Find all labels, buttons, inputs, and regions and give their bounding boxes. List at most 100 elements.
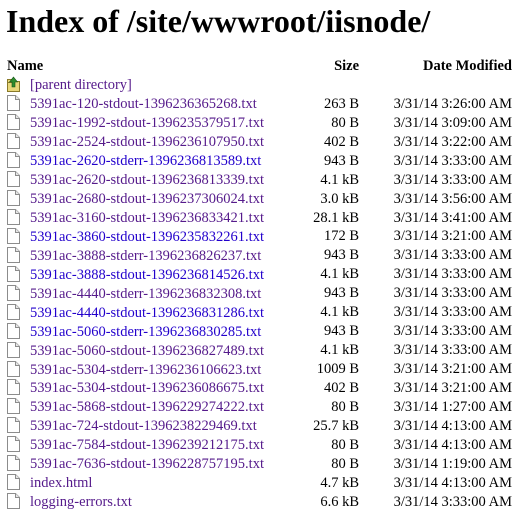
- file-icon: [7, 133, 20, 150]
- file-size-cell: 80 B: [331, 114, 360, 131]
- file-link[interactable]: 5391ac-2680-stdout-1396237306024.txt: [30, 191, 264, 208]
- file-icon: [7, 493, 20, 510]
- file-date-cell: 3/31/14 3:33:00 AM: [393, 342, 512, 359]
- file-icon: [7, 322, 20, 339]
- file-size-cell: 172 B: [324, 228, 360, 245]
- file-link[interactable]: 5391ac-120-stdout-1396236365268.txt: [30, 96, 257, 113]
- file-icon: [7, 474, 20, 491]
- file-size-cell: 80 B: [331, 455, 360, 472]
- file-size-cell: 943 B: [324, 152, 360, 169]
- file-name-cell: 5391ac-7636-stdout-1396228757195.txt: [5, 455, 264, 474]
- file-size-cell: 28.1 kB: [313, 209, 360, 226]
- file-link[interactable]: 5391ac-3860-stdout-1396235832261.txt: [30, 228, 264, 245]
- file-icon: [7, 246, 20, 263]
- file-name-cell: 5391ac-1992-stdout-1396235379517.txt: [5, 114, 264, 133]
- file-name-cell: 5391ac-5304-stderr-1396236106623.txt: [5, 360, 264, 379]
- file-name-cell: index.html: [5, 474, 264, 493]
- file-link[interactable]: 5391ac-3888-stderr-1396236826237.txt: [30, 247, 262, 264]
- file-date-cell: 3/31/14 3:21:00 AM: [393, 379, 512, 396]
- file-date-cell: 3/31/14 3:33:00 AM: [393, 171, 512, 188]
- file-size-cell: 25.7 kB: [313, 417, 360, 434]
- file-date-cell: 3/31/14 3:22:00 AM: [393, 133, 512, 150]
- file-icon: [7, 190, 20, 207]
- file-icon: [7, 114, 20, 131]
- file-date-cell: 3/31/14 3:21:00 AM: [393, 228, 512, 245]
- file-link[interactable]: 5391ac-1992-stdout-1396235379517.txt: [30, 115, 264, 132]
- file-date-cell: 3/31/14 3:33:00 AM: [393, 247, 512, 264]
- file-link[interactable]: 5391ac-5060-stdout-1396236827489.txt: [30, 342, 264, 359]
- file-date-cell: 3/31/14 4:13:00 AM: [393, 417, 512, 434]
- file-row: 5391ac-2620-stdout-1396236813339.txt 4.1 …: [5, 171, 512, 190]
- file-link[interactable]: 5391ac-4440-stdout-1396236831286.txt: [30, 304, 264, 321]
- file-row: 5391ac-5060-stderr-1396236830285.txt 943 …: [5, 322, 512, 341]
- file-row: 5391ac-4440-stdout-1396236831286.txt 4.1 …: [5, 303, 512, 322]
- file-date-cell: 3/31/14 3:33:00 AM: [393, 493, 512, 510]
- file-icon: [7, 95, 20, 112]
- parent-directory-row: [parent directory]: [5, 76, 512, 95]
- file-icon: [7, 209, 20, 226]
- file-link[interactable]: 5391ac-5304-stderr-1396236106623.txt: [30, 361, 262, 378]
- file-row: 5391ac-724-stdout-1396238229469.txt 25.7 …: [5, 417, 512, 436]
- column-header-date[interactable]: Date Modified: [423, 57, 512, 74]
- file-row: logging-errors.txt 6.6 kB 3/31/14 3:33:00 …: [5, 493, 512, 512]
- column-header-size[interactable]: Size: [334, 57, 360, 74]
- file-link[interactable]: index.html: [30, 475, 93, 492]
- file-name-cell: 5391ac-3860-stdout-1396235832261.txt: [5, 227, 264, 247]
- file-link[interactable]: 5391ac-724-stdout-1396238229469.txt: [30, 418, 257, 435]
- file-date-cell: 3/31/14 4:13:00 AM: [393, 436, 512, 453]
- file-name-cell: 5391ac-5060-stdout-1396236827489.txt: [5, 341, 264, 360]
- file-size-cell: 4.1 kB: [320, 304, 360, 321]
- file-name-cell: 5391ac-4440-stdout-1396236831286.txt: [5, 303, 264, 322]
- file-name-cell: 5391ac-5304-stdout-1396236086675.txt: [5, 379, 264, 398]
- file-link[interactable]: 5391ac-3160-stdout-1396236833421.txt: [30, 210, 264, 227]
- file-size-cell: 943 B: [324, 323, 360, 340]
- file-icon: [7, 436, 20, 453]
- file-row: 5391ac-5304-stderr-1396236106623.txt 1009…: [5, 360, 512, 379]
- file-date-cell: 3/31/14 3:56:00 AM: [393, 190, 512, 207]
- file-icon: [7, 152, 20, 169]
- file-link[interactable]: 5391ac-7636-stdout-1396228757195.txt: [30, 456, 264, 473]
- column-header-name[interactable]: Name: [7, 57, 44, 74]
- file-icon: [7, 398, 20, 415]
- file-name-cell: 5391ac-724-stdout-1396238229469.txt: [5, 417, 264, 436]
- file-link[interactable]: logging-errors.txt: [30, 494, 132, 511]
- file-row: 5391ac-3860-stdout-1396235832261.txt 172 …: [5, 227, 512, 247]
- file-name-cell: 5391ac-3160-stdout-1396236833421.txt: [5, 209, 264, 228]
- file-size-cell: 402 B: [324, 133, 360, 150]
- file-link[interactable]: 5391ac-5060-stderr-1396236830285.txt: [30, 323, 262, 340]
- file-date-cell: 3/31/14 3:33:00 AM: [393, 152, 512, 169]
- file-date-cell: 3/31/14 3:09:00 AM: [393, 114, 512, 131]
- file-name-cell: 5391ac-3888-stderr-1396236826237.txt: [5, 246, 264, 265]
- file-link[interactable]: 5391ac-5304-stdout-1396236086675.txt: [30, 380, 264, 397]
- file-date-cell: 3/31/14 3:33:00 AM: [393, 304, 512, 321]
- parent-directory-link[interactable]: [parent directory]: [30, 77, 132, 94]
- file-link[interactable]: 5391ac-2620-stderr-1396236813589.txt: [30, 153, 262, 170]
- file-name-cell: logging-errors.txt: [5, 493, 264, 512]
- file-icon: [7, 360, 20, 377]
- file-name-cell: 5391ac-2524-stdout-1396236107950.txt: [5, 133, 264, 152]
- file-link[interactable]: 5391ac-5868-stdout-1396229274222.txt: [30, 399, 264, 416]
- file-link[interactable]: 5391ac-2524-stdout-1396236107950.txt: [30, 134, 264, 151]
- file-link[interactable]: 5391ac-2620-stdout-1396236813339.txt: [30, 172, 264, 189]
- file-link[interactable]: 5391ac-3888-stdout-1396236814526.txt: [30, 266, 264, 283]
- file-row: 5391ac-3160-stdout-1396236833421.txt 28.1…: [5, 209, 512, 228]
- file-date-cell: 3/31/14 1:19:00 AM: [393, 455, 512, 472]
- parent-size-cell: [264, 76, 359, 95]
- file-row: 5391ac-3888-stderr-1396236826237.txt 943 …: [5, 246, 512, 265]
- file-size-cell: 80 B: [331, 398, 360, 415]
- file-name-cell: 5391ac-7584-stdout-1396239212175.txt: [5, 436, 264, 455]
- file-name-cell: 5391ac-5060-stderr-1396236830285.txt: [5, 322, 264, 341]
- file-icon: [7, 227, 20, 244]
- file-icon: [7, 303, 20, 320]
- file-icon: [7, 455, 20, 472]
- file-link[interactable]: 5391ac-4440-stderr-1396236832308.txt: [30, 285, 262, 302]
- file-link[interactable]: 5391ac-7584-stdout-1396239212175.txt: [30, 437, 264, 454]
- file-icon: [7, 171, 20, 188]
- file-date-cell: 3/31/14 4:13:00 AM: [393, 474, 512, 491]
- parent-directory-cell: [parent directory]: [5, 76, 264, 95]
- file-row: 5391ac-7636-stdout-1396228757195.txt 80 B…: [5, 455, 512, 474]
- file-icon: [7, 417, 20, 434]
- file-row: 5391ac-2620-stderr-1396236813589.txt 943 …: [5, 152, 512, 171]
- file-size-cell: 4.7 kB: [320, 474, 360, 491]
- file-size-cell: 263 B: [324, 95, 360, 112]
